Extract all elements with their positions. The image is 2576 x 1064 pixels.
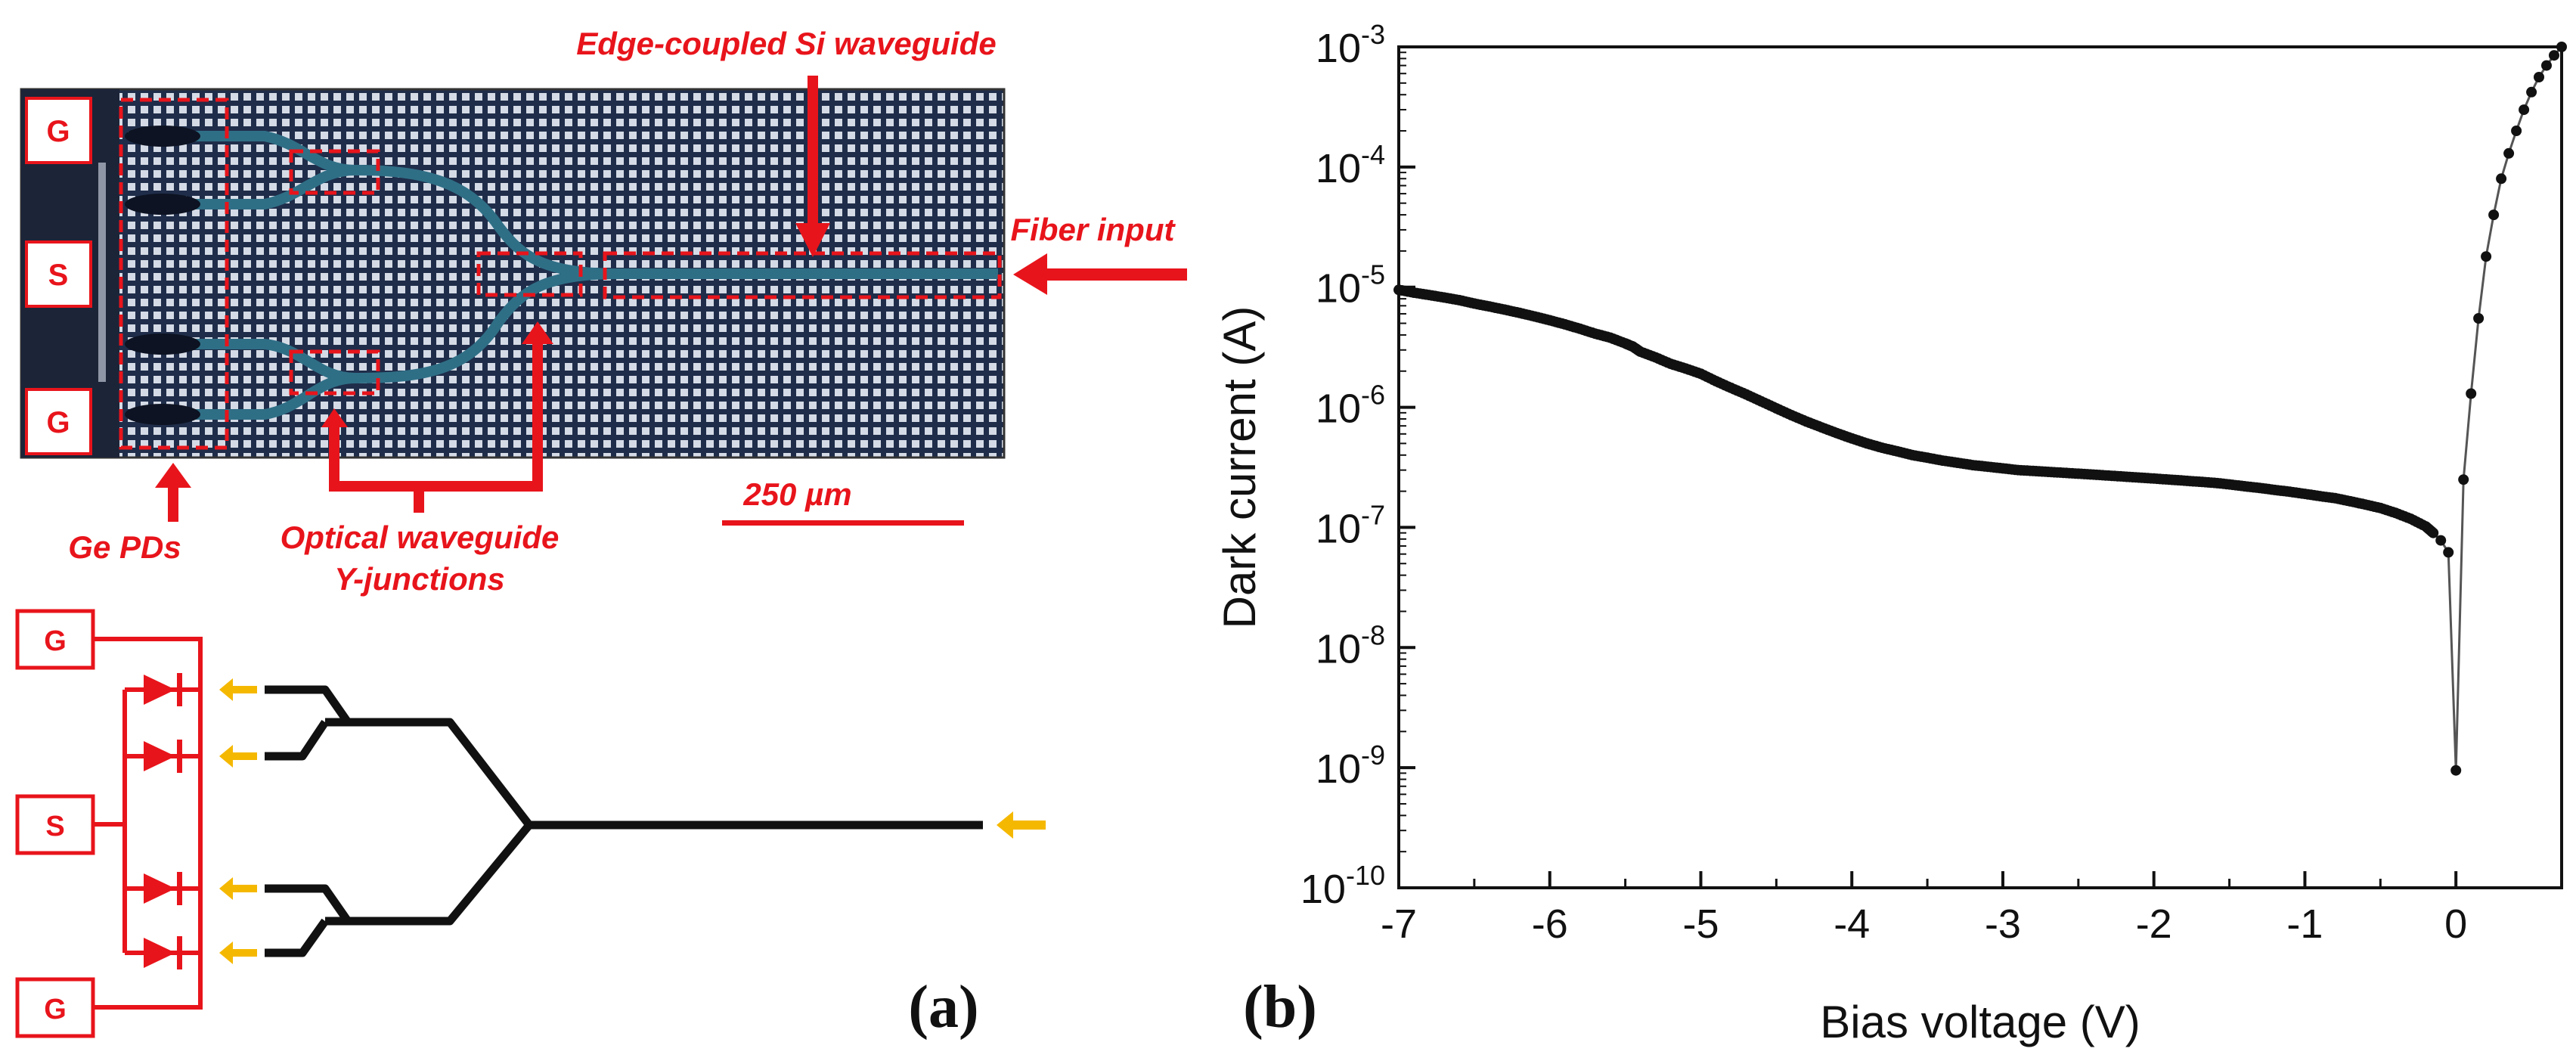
schematic-pad-g-top-label: G: [44, 625, 67, 657]
scale-bar-label: 250 µm: [742, 476, 851, 512]
schematic-pad-g-bottom: G: [15, 977, 95, 1038]
y-junctions-label-2: Y-junctions: [334, 561, 505, 597]
ge-pd-arrow: [155, 463, 191, 522]
photodiode-3: [144, 872, 182, 905]
data-point: [2526, 86, 2537, 98]
schematic-pad-g-top: G: [15, 609, 95, 670]
x-tick-label: -4: [1834, 901, 1870, 947]
x-tick-label: -2: [2136, 901, 2172, 947]
edge-waveguide-arrow: [795, 76, 830, 257]
schematic-pad-s-label: S: [45, 811, 64, 842]
data-point: [2428, 527, 2439, 538]
y-tick-label: 10-3: [1316, 19, 1385, 71]
light-arrows: [219, 678, 1046, 964]
scale-bar: 250 µm: [722, 476, 964, 526]
circuit-schematic: G S G: [15, 609, 1046, 1038]
chip-waveguides: [136, 131, 998, 420]
pad-s-label: S: [48, 259, 69, 292]
ge-pds-label: Ge PDs: [68, 529, 181, 565]
y-tick-label: 10-7: [1316, 499, 1385, 551]
photodiode-symbols: [144, 673, 182, 969]
y-junction-box-center: [476, 251, 583, 297]
pad-g-bottom: G: [25, 388, 92, 455]
light-arrow-4: [219, 941, 257, 964]
y-tick-label: 10-5: [1316, 259, 1385, 312]
light-arrow-input: [997, 811, 1046, 839]
chip-micrograph: G S G: [20, 88, 1006, 459]
x-tick-label: -5: [1682, 901, 1719, 947]
data-point: [2549, 50, 2559, 61]
pad-g-top: G: [25, 97, 92, 164]
ge-pd-bodies: [125, 126, 200, 425]
x-tick-label: 0: [2444, 901, 2467, 947]
data-point: [2534, 72, 2544, 82]
data-point: [2435, 535, 2447, 546]
pad-g-top-label: G: [46, 115, 70, 148]
x-tick-label: -1: [2286, 901, 2323, 947]
data-point: [2511, 126, 2522, 136]
data-point: [2519, 104, 2530, 116]
data-point: [2541, 60, 2552, 71]
chart-frame: [1397, 45, 2563, 889]
y-tick-label: 10-8: [1316, 619, 1385, 672]
x-tick-label: -3: [1985, 901, 2021, 947]
light-arrow-3: [219, 877, 257, 900]
edge-waveguide-label: Edge-coupled Si waveguide: [576, 26, 996, 61]
data-point: [2458, 474, 2469, 485]
data-point: [2488, 209, 2500, 221]
photodiode-1: [144, 673, 182, 706]
data-point: [2481, 251, 2492, 262]
x-axis-ticks: -7 -6 -5 -4 -3 -2 -1 0: [1381, 871, 2467, 947]
data-point: [2556, 42, 2567, 52]
x-axis-label: Bias voltage (V): [1820, 997, 2140, 1047]
light-arrow-2: [219, 745, 257, 768]
photodiode-4: [144, 936, 182, 969]
schematic-waveguides: [265, 685, 983, 957]
pad-g-bottom-label: G: [46, 406, 70, 439]
x-tick-label: -6: [1532, 901, 1568, 947]
y-junction-box-top: [289, 149, 380, 195]
data-point: [2450, 765, 2462, 776]
annotation-boxes: [119, 98, 1002, 450]
y-junction-bracket: [321, 321, 553, 513]
dark-current-chart: -7 -6 -5 -4 -3 -2 -1 0 10-1010-910-810-710-610-…: [1214, 19, 2567, 1047]
y-tick-label: 10-6: [1316, 380, 1385, 432]
x-tick-label: -7: [1381, 901, 1417, 947]
data-point: [2443, 547, 2454, 558]
y-tick-label: 10-10: [1300, 860, 1385, 912]
data-point: [2503, 147, 2515, 159]
y-axis-label: Dark current (A): [1214, 306, 1265, 629]
data-point: [2496, 173, 2507, 185]
schematic-pad-s: S: [15, 794, 95, 855]
fiber-input-arrow: [1013, 253, 1187, 295]
y-tick-label: 10-4: [1316, 139, 1385, 191]
metal-trace: [98, 163, 106, 382]
data-point: [2473, 313, 2485, 324]
edge-waveguide-box: [603, 251, 1002, 299]
photodiode-2: [144, 740, 182, 773]
y-tick-label: 10-9: [1316, 740, 1385, 792]
panel-b-label: (b): [1243, 974, 1317, 1041]
y-junctions-label-1: Optical waveguide: [281, 520, 560, 555]
scale-bar-line: [722, 520, 964, 526]
y-junction-box-bottom: [289, 349, 380, 396]
data-connecting-line: [1398, 46, 2563, 771]
y-axis-ticks: 10-10 10-9 10-8 10-7 10-6 10-5 10-4 10-3: [1300, 19, 1415, 912]
schematic-pad-g-bottom-label: G: [44, 994, 67, 1025]
fiber-input-label: Fiber input: [1011, 212, 1176, 247]
data-point: [2466, 388, 2477, 399]
light-arrow-1: [219, 678, 257, 701]
pad-s: S: [25, 240, 92, 308]
data-points: [1393, 42, 2567, 776]
panel-a-label: (a): [908, 974, 978, 1041]
